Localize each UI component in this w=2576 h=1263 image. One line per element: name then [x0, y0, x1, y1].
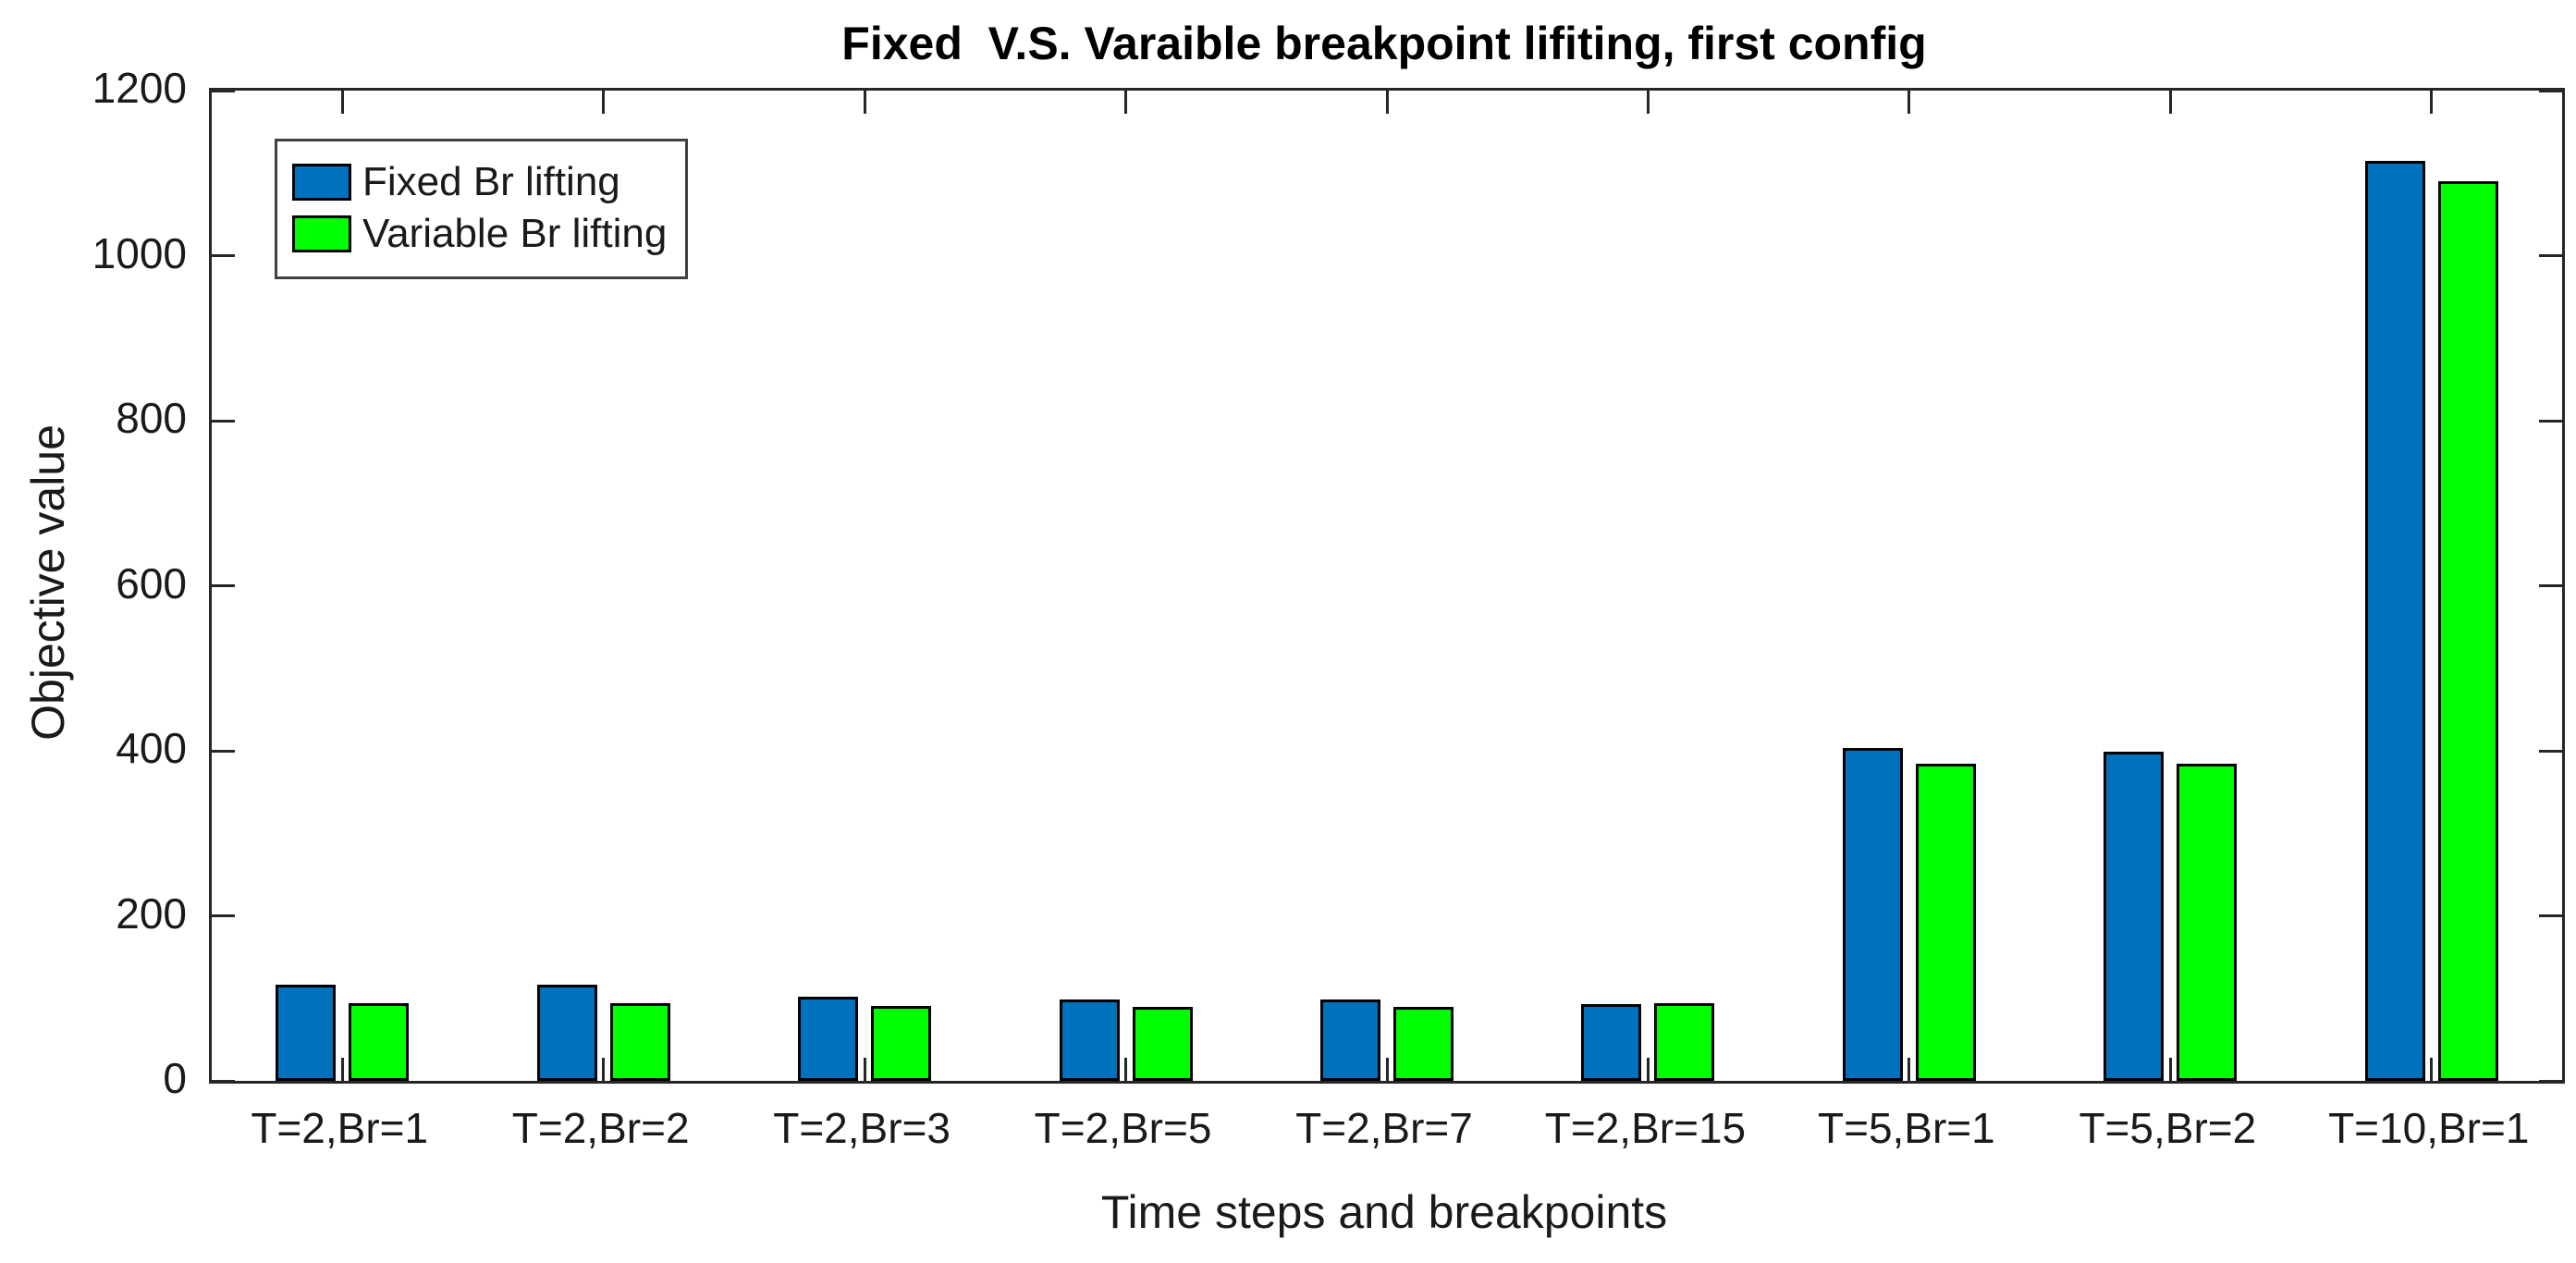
y-tick-mark-right [2539, 254, 2562, 257]
y-tick-mark-right [2539, 89, 2562, 92]
x-tick-mark-top [2430, 91, 2434, 114]
x-tick-label: T=2,Br=3 [773, 1104, 951, 1152]
x-tick-mark-top [340, 91, 344, 114]
x-tick-mark-bottom [602, 1058, 606, 1081]
y-tick-mark-right [2539, 584, 2562, 587]
x-tick-mark-bottom [1907, 1058, 1911, 1081]
x-tick-label: T=2,Br=7 [1295, 1104, 1473, 1152]
y-tick-label: 1000 [92, 228, 187, 277]
x-tick-mark-top [1646, 91, 1650, 114]
x-tick-mark-top [863, 91, 866, 114]
y-tick-mark-left [212, 1079, 235, 1083]
x-tick-label: T=2,Br=1 [251, 1104, 429, 1152]
x-tick-label: T=2,Br=5 [1034, 1104, 1212, 1152]
x-axis-label: Time steps and breakpoints [1100, 1186, 1668, 1238]
bar-fixed [2104, 751, 2165, 1081]
x-tick-label: T=2,Br=15 [1544, 1104, 1747, 1152]
bar-variable [1132, 1006, 1193, 1081]
x-tick-mark-top [2168, 91, 2172, 114]
x-tick-mark-top [602, 91, 606, 114]
bar-fixed [536, 984, 597, 1081]
bar-fixed [2364, 160, 2425, 1081]
bar-variable [2177, 764, 2238, 1081]
x-tick-mark-bottom [2168, 1058, 2172, 1081]
bar-fixed [276, 984, 337, 1081]
x-tick-mark-bottom [1646, 1058, 1650, 1081]
y-tick-mark-right [2539, 749, 2562, 753]
x-tick-label: T=5,Br=2 [2079, 1104, 2257, 1152]
y-tick-label: 1200 [92, 64, 187, 112]
bar-fixed [1842, 748, 1903, 1081]
x-tick-label: T=5,Br=1 [1817, 1104, 1995, 1152]
y-tick-mark-left [212, 254, 235, 257]
bar-variable [349, 1003, 410, 1081]
x-tick-mark-bottom [1385, 1058, 1389, 1081]
x-tick-label: T=10,Br=1 [2328, 1104, 2530, 1152]
x-tick-mark-top [1907, 91, 1911, 114]
y-tick-mark-right [2539, 914, 2562, 917]
x-tick-mark-bottom [1124, 1058, 1128, 1081]
x-tick-mark-top [1385, 91, 1389, 114]
y-tick-label: 0 [163, 1054, 187, 1102]
x-tick-mark-top [1124, 91, 1128, 114]
x-tick-mark-bottom [863, 1058, 866, 1081]
bar-fixed [798, 996, 859, 1081]
legend-label-fixed: Fixed Br lifting [362, 159, 620, 204]
y-tick-mark-left [212, 89, 235, 92]
bar-variable [1654, 1003, 1715, 1081]
bar-fixed [1320, 999, 1380, 1081]
x-tick-mark-bottom [2430, 1058, 2434, 1081]
bar-fixed [1581, 1004, 1642, 1081]
legend: Fixed Br lifting Variable Br lifting [275, 139, 689, 279]
y-tick-mark-left [212, 584, 235, 587]
bar-variable [609, 1003, 670, 1081]
y-tick-label: 400 [116, 724, 187, 772]
legend-label-variable: Variable Br lifting [362, 211, 668, 256]
bar-fixed [1059, 999, 1120, 1081]
x-tick-mark-bottom [340, 1058, 344, 1081]
chart-title: Fixed V.S. Varaible breakpoint lifiting,… [841, 18, 1927, 69]
legend-item-variable: Variable Br lifting [292, 210, 667, 258]
y-tick-mark-left [212, 419, 235, 423]
x-tick-label: T=2,Br=2 [511, 1104, 690, 1152]
y-tick-label: 600 [116, 558, 187, 607]
bar-variable [1393, 1006, 1454, 1081]
bar-variable [2437, 181, 2498, 1081]
legend-item-fixed: Fixed Br lifting [292, 158, 667, 206]
y-tick-mark-right [2539, 1079, 2562, 1083]
legend-swatch-variable [292, 215, 351, 252]
bar-variable [871, 1005, 932, 1081]
legend-swatch-fixed [292, 164, 351, 201]
y-tick-label: 200 [116, 889, 187, 938]
y-tick-mark-left [212, 749, 235, 753]
bar-variable [1915, 764, 1976, 1081]
y-tick-label: 800 [116, 394, 187, 442]
y-tick-mark-right [2539, 419, 2562, 423]
y-tick-mark-left [212, 914, 235, 917]
